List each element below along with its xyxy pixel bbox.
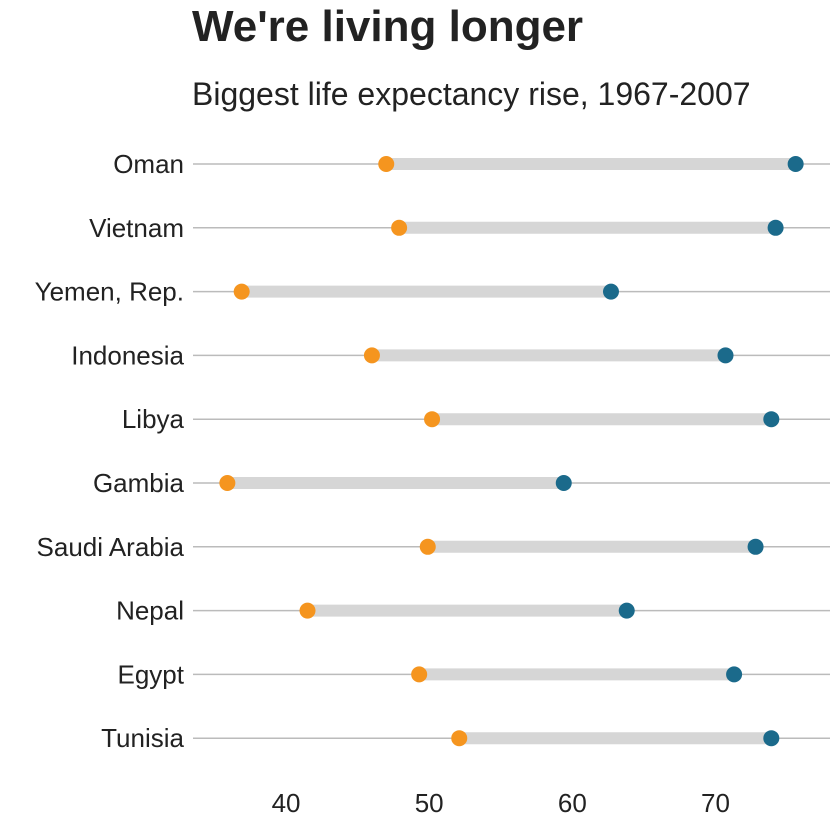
- range-bars: [227, 158, 796, 745]
- chart-subtitle: Biggest life expectancy rise, 1967-2007: [192, 76, 751, 112]
- x-axis-tick-labels: 40 50 60 70: [272, 788, 730, 818]
- end-point: [555, 475, 572, 491]
- x-tick-label: 60: [558, 788, 587, 818]
- category-labels: Oman Vietnam Yemen, Rep. Indonesia Libya Gamb…: [35, 149, 185, 753]
- x-tick-label: 70: [701, 788, 730, 818]
- x-tick-label: 50: [415, 788, 444, 818]
- x-tick-label: 40: [272, 788, 301, 818]
- grid-lines: [193, 163, 830, 739]
- start-point: [391, 219, 408, 236]
- end-point: [717, 347, 734, 364]
- end-point: [747, 538, 764, 555]
- end-point: [767, 219, 784, 236]
- start-point: [411, 666, 428, 683]
- category-label: Tunisia: [101, 723, 184, 753]
- end-point: [763, 730, 780, 747]
- category-label: Nepal: [116, 596, 184, 626]
- data-points: [219, 156, 804, 747]
- chart-title: We're living longer: [192, 2, 584, 51]
- category-label: Egypt: [118, 659, 185, 689]
- start-point: [419, 538, 436, 555]
- end-point: [618, 602, 635, 619]
- start-point: [363, 347, 380, 364]
- category-label: Libya: [122, 404, 185, 434]
- end-point: [726, 666, 743, 683]
- start-point: [299, 602, 316, 619]
- category-label: Indonesia: [71, 340, 184, 370]
- category-label: Vietnam: [89, 213, 184, 243]
- start-point: [219, 475, 236, 491]
- end-point: [602, 283, 619, 300]
- category-label: Yemen, Rep.: [35, 277, 184, 307]
- end-point: [763, 411, 780, 428]
- start-point: [233, 283, 250, 300]
- end-point: [787, 156, 804, 172]
- category-label: Gambia: [93, 468, 185, 498]
- start-point: [424, 411, 441, 428]
- category-label: Oman: [113, 149, 184, 179]
- start-point: [451, 730, 468, 747]
- category-label: Saudi Arabia: [37, 532, 185, 562]
- start-point: [378, 156, 395, 172]
